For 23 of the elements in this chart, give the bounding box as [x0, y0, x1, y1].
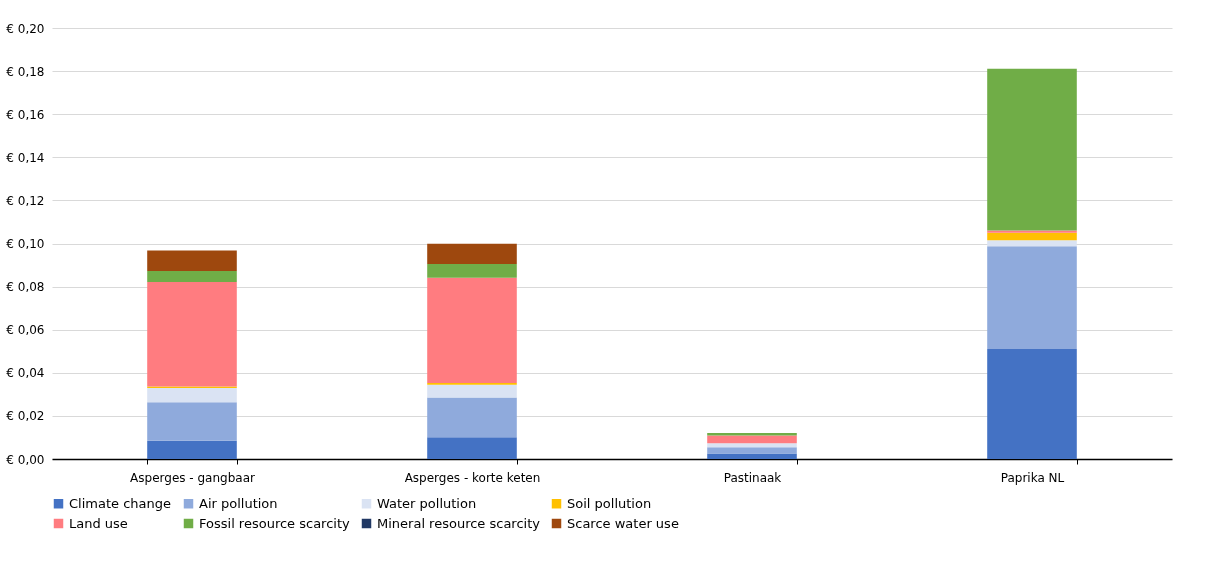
x-tick-label: Pastinaak: [723, 470, 782, 485]
y-tick-label: € 0,14: [6, 150, 45, 165]
x-tick-label: Paprika NL: [1000, 470, 1065, 485]
legend-label: Scarce water use: [567, 515, 679, 531]
y-tick-label: € 0,04: [6, 366, 45, 381]
x-tick-label: Asperges - gangbaar: [130, 470, 255, 485]
legend-label: Climate change: [69, 495, 172, 511]
legend-label: Soil pollution: [567, 495, 652, 511]
legend-label: Mineral resource scarcity: [377, 515, 541, 531]
x-tick-label: Asperges - korte keten: [404, 470, 541, 485]
y-tick-label: € 0,16: [6, 107, 45, 122]
legend-label: Land use: [69, 515, 128, 531]
y-tick-label: € 0,06: [6, 323, 45, 338]
legend-label: Fossil resource scarcity: [199, 515, 351, 531]
y-tick-label: € 0,20: [6, 21, 45, 36]
y-tick-label: € 0,08: [6, 280, 45, 295]
y-tick-label: € 0,10: [6, 237, 45, 251]
y-tick-label: € 0,02: [6, 409, 45, 424]
legend-label: Air pollution: [199, 495, 278, 511]
legend-label: Water pollution: [377, 495, 477, 511]
y-tick-label: € 0,12: [6, 193, 45, 208]
y-tick-label: € 0,18: [6, 64, 45, 79]
y-tick-label: € 0,00: [6, 452, 45, 467]
